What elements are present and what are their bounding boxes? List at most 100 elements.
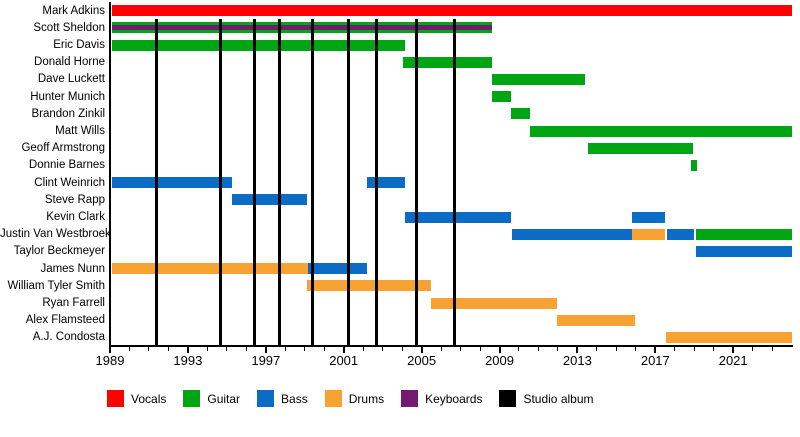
legend-item-drums: Drums [324, 390, 384, 407]
timeline-bar-overlay-keyboards [111, 25, 492, 31]
member-label: Matt Wills [55, 125, 105, 137]
x-axis-tick-label: 2021 [718, 353, 748, 368]
x-axis-major-tick [264, 347, 267, 353]
timeline-bar-guitar [588, 142, 694, 154]
x-axis-minor-tick [518, 347, 520, 351]
x-axis-minor-tick [771, 347, 773, 351]
legend-label: Vocals [131, 391, 167, 406]
timeline-bar-drums [431, 297, 557, 309]
timeline-bar-guitar [511, 108, 530, 120]
member-label: Kevin Clark [46, 211, 105, 223]
member-label: Ryan Farrell [42, 297, 105, 309]
x-axis-major-tick [654, 347, 657, 353]
timeline-bar-bass [111, 177, 232, 189]
member-label: Justin Van Westbroek [0, 228, 111, 241]
member-label: Donnie Barnes [28, 159, 105, 172]
member-label: Scott Sheldon [33, 21, 105, 34]
x-axis-minor-tick [752, 347, 754, 351]
x-axis-tick-label: 1993 [173, 353, 203, 368]
x-axis-major-tick [186, 347, 189, 353]
x-axis-tick-label: 1997 [251, 353, 281, 368]
timeline-bar-guitar [691, 159, 698, 171]
timeline-bar-bass [696, 245, 792, 257]
timeline-bar-bass [405, 211, 512, 223]
x-axis-major-tick [342, 347, 345, 353]
member-label: Taylor Beckmeyer [13, 245, 105, 258]
x-axis-tick-label: 2013 [562, 353, 592, 368]
member-label: William Tyler Smith [7, 279, 105, 292]
member-label: Hunter Munich [30, 90, 105, 103]
x-axis-minor-tick [226, 347, 228, 351]
x-axis-minor-tick [674, 347, 676, 351]
timeline-bar-guitar [529, 125, 792, 137]
x-axis-minor-tick [460, 347, 462, 351]
x-axis-minor-tick [713, 347, 715, 351]
x-axis-minor-tick [304, 347, 306, 351]
x-axis-tick-label: 2009 [485, 353, 514, 368]
timeline-bar-guitar [111, 22, 492, 34]
member-label: Eric Davis [53, 39, 105, 51]
timeline-bar-drums [111, 263, 308, 275]
member-label: Steve Rapp [44, 193, 105, 206]
timeline-bar-drums [556, 314, 635, 326]
x-axis-line [109, 345, 793, 347]
x-axis-major-tick [420, 347, 423, 353]
x-axis-minor-tick [401, 347, 403, 351]
x-axis-minor-tick [615, 347, 617, 351]
member-label: Clint Weinrich [34, 176, 105, 189]
legend-item-guitar: Guitar [183, 390, 240, 407]
timeline-bar-bass [631, 211, 666, 223]
x-axis-major-tick [576, 347, 579, 353]
member-label: Donald Horne [34, 56, 105, 69]
legend-item-studio-album: Studio album [499, 390, 594, 407]
timeline-bar-guitar [491, 91, 512, 103]
x-axis-tick-label: 2017 [640, 353, 670, 368]
x-axis-major-tick [109, 347, 111, 353]
studio-album-line [155, 19, 159, 346]
member-label: A.J. Condosta [32, 331, 105, 344]
legend-label: Guitar [207, 391, 241, 406]
timeline-bar-guitar [403, 56, 492, 68]
legend-color-swatch [257, 390, 275, 407]
legend-color-swatch [183, 390, 201, 407]
timeline-bar-drums [666, 331, 792, 343]
x-axis-minor-tick [148, 347, 150, 351]
x-axis-major-tick [732, 347, 735, 353]
y-axis-line [109, 2, 111, 347]
timeline-bar-bass [367, 177, 406, 189]
x-axis-tick-label: 1989 [95, 353, 125, 368]
x-axis-minor-tick [537, 347, 539, 351]
member-label: James Nunn [40, 262, 105, 275]
x-axis-minor-tick [693, 347, 695, 351]
legend-item-vocals: Vocals [107, 390, 166, 407]
x-axis-minor-tick [635, 347, 637, 351]
timeline-bar-drums [631, 228, 666, 240]
legend-color-swatch [499, 390, 517, 407]
member-label: Brandon Zinkil [31, 107, 105, 120]
legend-item-keyboards: Keyboards [401, 390, 482, 407]
timeline-bar-guitar [491, 73, 586, 85]
studio-album-line [277, 19, 281, 346]
x-axis-tick-label: 2001 [329, 353, 359, 368]
timeline-bar-vocals [111, 5, 792, 17]
legend-item-bass: Bass [257, 390, 308, 407]
x-axis-minor-tick [245, 347, 247, 351]
legend-color-swatch [107, 390, 124, 407]
x-axis-minor-tick [440, 347, 442, 351]
legend-label: Studio album [523, 391, 594, 406]
x-axis-minor-tick [362, 347, 364, 351]
studio-album-line [218, 19, 222, 346]
member-label: Mark Adkins [42, 4, 105, 17]
member-label: Dave Luckett [37, 73, 105, 86]
timeline-bar-bass [666, 228, 695, 240]
timeline-bar-guitar [696, 228, 792, 240]
x-axis-minor-tick [596, 347, 598, 351]
member-label: Geoff Armstrong [21, 142, 105, 155]
legend: Vocals Guitar Bass Drums Keyboards Studio alb… [107, 390, 594, 407]
x-axis-major-tick [498, 347, 501, 353]
timeline-bar-drums [306, 280, 432, 292]
